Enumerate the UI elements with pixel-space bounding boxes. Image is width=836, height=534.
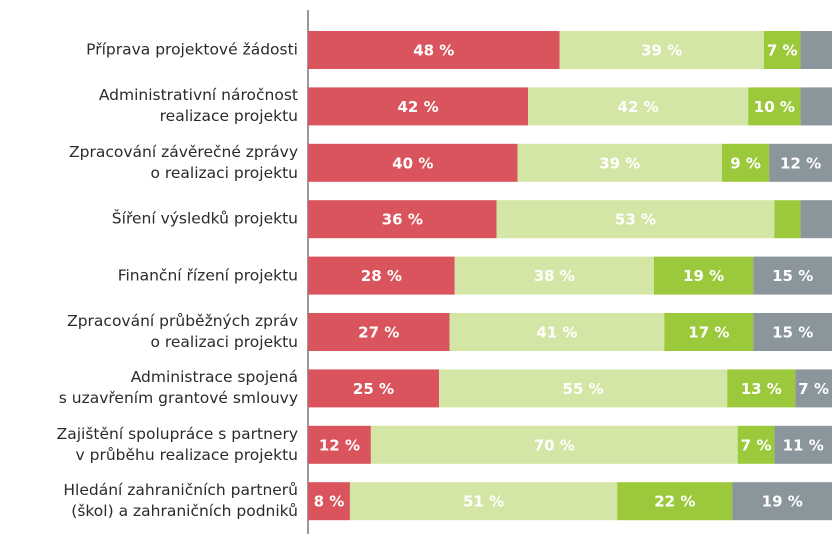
category-label: Administrace spojená s uzavřením grantov… — [58, 368, 298, 408]
bar-segment — [753, 313, 832, 351]
value-label: 12 % — [780, 154, 821, 172]
value-label: 8 % — [314, 493, 345, 511]
value-label: 12 % — [319, 436, 360, 454]
value-label: 48 % — [413, 42, 454, 60]
value-label: 15 % — [772, 324, 813, 342]
category-label: Zajištění spolupráce s partnery v průběh… — [56, 424, 298, 464]
bar-segment — [732, 482, 832, 521]
value-label: 9 % — [730, 154, 761, 172]
value-label: 13 % — [741, 380, 782, 398]
category-label: Administrativní náročnost realizace proj… — [98, 86, 298, 126]
value-label: 41 % — [536, 324, 577, 342]
bar-segment — [308, 369, 439, 408]
value-label: 15 % — [772, 267, 813, 285]
bar-segment — [769, 143, 832, 182]
bar-segment — [795, 369, 832, 408]
category-label: Zpracování průběžných zpráv o realizaci … — [67, 312, 298, 351]
bar-segment — [370, 425, 738, 464]
value-label: 17 % — [688, 324, 729, 342]
bar-segment — [449, 313, 665, 351]
value-label: 28 % — [361, 267, 402, 285]
value-label: 27 % — [358, 324, 399, 342]
value-label: 19 % — [683, 267, 724, 285]
value-label: 70 % — [534, 436, 575, 454]
bar-segment — [664, 313, 754, 351]
value-label: 36 % — [382, 211, 423, 229]
bar-segment — [308, 425, 371, 464]
category-label: Finanční řízení projektu — [117, 266, 298, 285]
value-label: 55 % — [563, 380, 604, 398]
value-label: 42 % — [397, 98, 438, 116]
bar-segment — [528, 87, 749, 126]
value-label: 10 % — [754, 98, 795, 116]
bar-segment — [308, 482, 350, 521]
bar-segment — [496, 200, 775, 239]
value-label: 11 % — [783, 436, 824, 454]
bar-segment — [774, 200, 801, 239]
bar-segment — [727, 369, 796, 408]
value-label: 38 % — [534, 267, 575, 285]
bar-segment — [454, 256, 654, 295]
value-label: 39 % — [641, 42, 682, 60]
category-label: Šíření výsledků projektu — [111, 209, 298, 228]
value-label: 40 % — [392, 154, 433, 172]
category-label: Hledání zahraničních partnerů (škol) a z… — [63, 481, 298, 521]
bar-segment — [721, 143, 770, 182]
bar-segment — [559, 31, 764, 69]
value-label: 25 % — [353, 380, 394, 398]
bar-segment — [439, 369, 728, 408]
bar-segment — [517, 143, 722, 182]
bar-segment — [308, 87, 529, 126]
bar-segment — [308, 143, 518, 182]
bar-segment — [308, 31, 560, 69]
value-label: 19 % — [762, 493, 803, 511]
value-label: 22 % — [654, 493, 695, 511]
value-label: 51 % — [463, 493, 504, 511]
value-label: 39 % — [599, 154, 640, 172]
bar-segment — [349, 482, 618, 521]
bar-segment — [800, 31, 832, 69]
bar-segment — [763, 31, 801, 69]
value-label: 7 % — [798, 380, 829, 398]
value-label: 42 % — [618, 98, 659, 116]
value-label: 7 % — [741, 436, 772, 454]
bar-segment — [800, 87, 832, 126]
value-label: 7 % — [767, 42, 798, 60]
bar-segment — [737, 425, 775, 464]
bar-segment — [617, 482, 733, 521]
category-label: Zpracování závěrečné zprávy o realizaci … — [69, 142, 298, 182]
value-label: 53 % — [615, 211, 656, 229]
bar-segment — [653, 256, 754, 295]
bar-segment — [753, 256, 832, 295]
bar-segment — [748, 87, 801, 126]
bar-segment — [774, 425, 832, 464]
bar-segment — [308, 200, 497, 239]
bar-segment — [800, 200, 832, 239]
bar-segment — [308, 256, 455, 295]
category-label: Příprava projektové žádosti — [86, 40, 298, 59]
bar-segment — [308, 313, 450, 351]
